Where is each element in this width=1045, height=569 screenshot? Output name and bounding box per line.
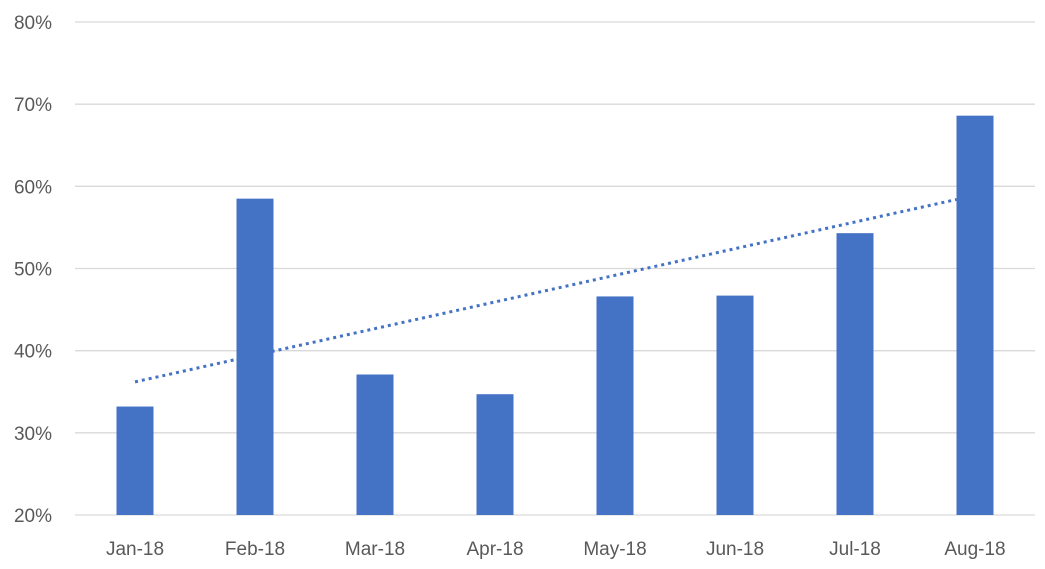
y-tick-label: 60% xyxy=(14,177,52,198)
x-tick-label: Jun-18 xyxy=(706,539,764,560)
x-tick-label: Jan-18 xyxy=(106,539,164,560)
y-tick-label: 40% xyxy=(14,342,52,363)
x-tick-label: Feb-18 xyxy=(225,539,285,560)
y-tick-label: 50% xyxy=(14,260,52,281)
bar xyxy=(116,406,154,515)
trendline xyxy=(134,198,957,384)
y-tick-label: 80% xyxy=(14,13,52,34)
bar xyxy=(716,295,754,515)
y-tick-label: 30% xyxy=(14,424,52,445)
bar xyxy=(956,115,994,516)
y-tick-label: 20% xyxy=(14,506,52,527)
bar xyxy=(836,233,874,515)
x-tick-label: May-18 xyxy=(583,539,646,560)
x-tick-label: Jul-18 xyxy=(829,539,881,560)
bar xyxy=(356,374,394,515)
x-tick-label: Apr-18 xyxy=(466,539,523,560)
y-tick-label: 70% xyxy=(14,95,52,116)
bar xyxy=(236,198,274,516)
x-tick-label: Aug-18 xyxy=(944,539,1005,560)
bar xyxy=(476,394,514,515)
x-tick-label: Mar-18 xyxy=(345,539,405,560)
bar xyxy=(596,296,634,515)
